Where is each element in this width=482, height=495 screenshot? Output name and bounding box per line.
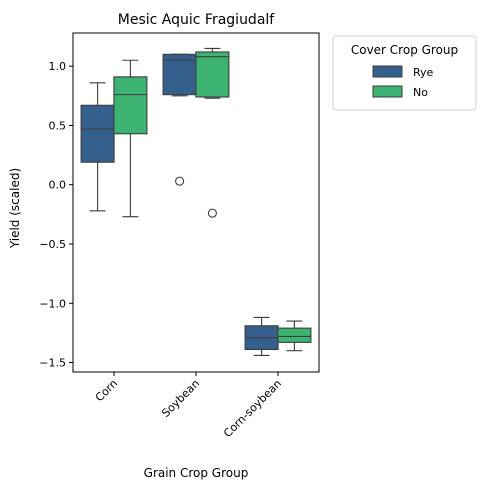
y-tick-label: 0.5 bbox=[49, 119, 67, 132]
chart-title: Mesic Aquic Fragiudalf bbox=[118, 12, 276, 28]
y-tick-label: 1.0 bbox=[49, 60, 67, 73]
y-axis-label: Yield (scaled) bbox=[8, 168, 22, 249]
x-axis-label: Grain Crop Group bbox=[144, 466, 249, 480]
outlier-point bbox=[175, 176, 185, 186]
legend-label-no: No bbox=[413, 86, 428, 99]
box-no bbox=[195, 51, 230, 98]
legend-swatch-no bbox=[372, 85, 403, 98]
legend-swatch-rye bbox=[372, 65, 403, 78]
legend-label-rye: Rye bbox=[413, 66, 434, 79]
legend: Cover Crop Group Rye No bbox=[332, 35, 477, 111]
legend-frame bbox=[332, 35, 477, 111]
y-tick-label: −1.0 bbox=[39, 297, 66, 310]
box-no bbox=[113, 76, 148, 135]
x-tick-label: Corn bbox=[93, 377, 120, 404]
x-tick-label: Soybean bbox=[159, 377, 202, 420]
box-no bbox=[277, 327, 312, 343]
y-tick-label: −0.5 bbox=[39, 238, 66, 251]
outlier-point bbox=[207, 208, 217, 218]
box-rye bbox=[162, 53, 197, 96]
legend-title: Cover Crop Group bbox=[351, 43, 458, 57]
x-tick-label: Corn-soybean bbox=[221, 377, 284, 440]
axes-frame bbox=[72, 32, 320, 373]
y-tick-label: 0.0 bbox=[49, 179, 67, 192]
plot-area: 1.0 0.5 0.0 −0.5 −1.0 −1.5 Corn Soybean Corn-soy… bbox=[39, 32, 320, 440]
box-rye bbox=[80, 104, 115, 163]
y-tick-label: −1.5 bbox=[39, 357, 66, 370]
